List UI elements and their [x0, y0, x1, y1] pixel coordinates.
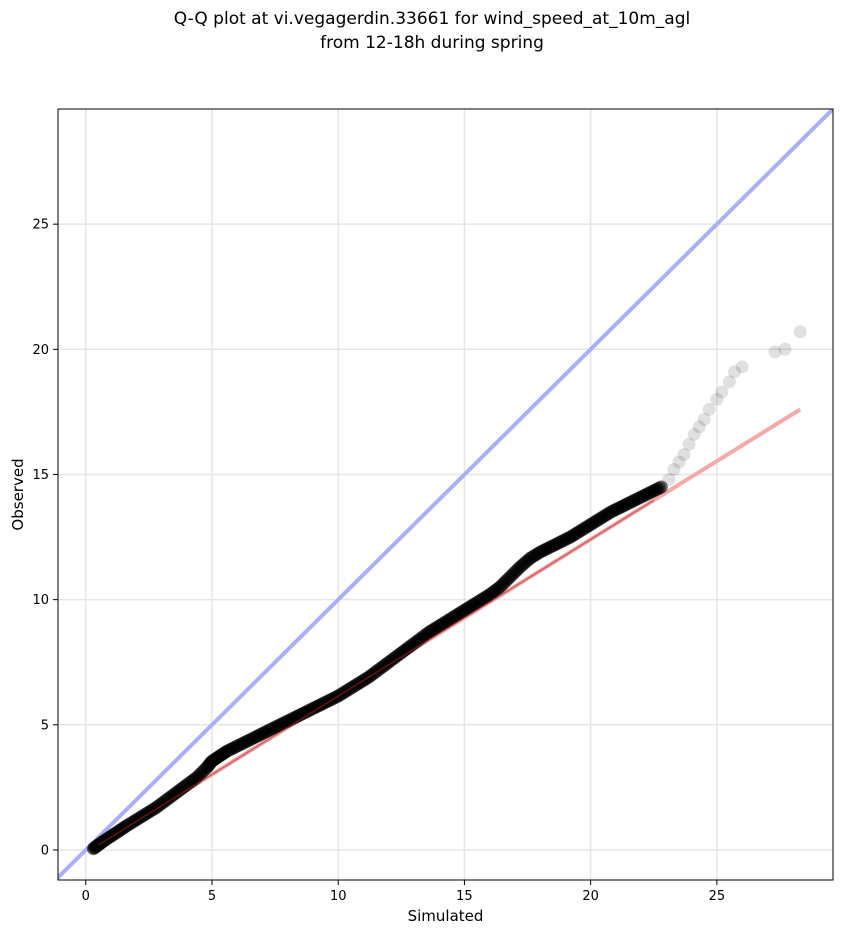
quantile-point	[672, 455, 686, 469]
quantile-point	[682, 437, 696, 451]
y-tick-label: 25	[32, 218, 49, 233]
y-tick-label: 15	[32, 468, 49, 483]
quantile-points	[86, 325, 807, 856]
x-tick-label: 25	[709, 889, 726, 904]
y-tick-label: 20	[32, 343, 49, 358]
x-tick-label: 5	[208, 889, 216, 904]
x-tick-label: 10	[330, 889, 347, 904]
axis-ticks: 0 5 10 15 20 25 0 5 10 15 20 25	[32, 218, 725, 904]
quantile-point	[667, 462, 681, 476]
identity-line	[58, 109, 833, 880]
chart-title-line-2: from 12-18h during spring	[320, 33, 544, 53]
quantile-point	[662, 472, 676, 486]
quantile-point	[722, 375, 736, 389]
quantile-point	[728, 365, 742, 379]
quantile-point	[778, 342, 792, 356]
quantile-point	[697, 412, 711, 426]
quantile-point	[768, 345, 782, 359]
x-tick-label: 0	[82, 889, 90, 904]
quantile-point	[654, 480, 668, 494]
y-tick-label: 0	[41, 843, 49, 858]
y-axis-label: Observed	[9, 458, 27, 530]
x-axis-label: Simulated	[408, 907, 484, 925]
chart-title-line-1: Q-Q plot at vi.vegagerdin.33661 for wind…	[174, 9, 690, 29]
fit-line-core	[97, 499, 655, 846]
y-tick-label: 10	[32, 593, 49, 608]
x-tick-label: 15	[456, 889, 473, 904]
quantile-point	[710, 392, 724, 406]
quantile-point	[677, 447, 691, 461]
quantile-point	[702, 402, 716, 416]
quantile-point	[735, 360, 749, 374]
y-tick-label: 5	[41, 718, 49, 733]
grid	[58, 109, 833, 880]
plot-frame	[57, 108, 834, 881]
x-tick-label: 20	[582, 889, 599, 904]
quantile-point	[687, 427, 701, 441]
quantile-point	[715, 385, 729, 399]
quantile-point	[793, 325, 807, 339]
quantile-point	[692, 420, 706, 434]
